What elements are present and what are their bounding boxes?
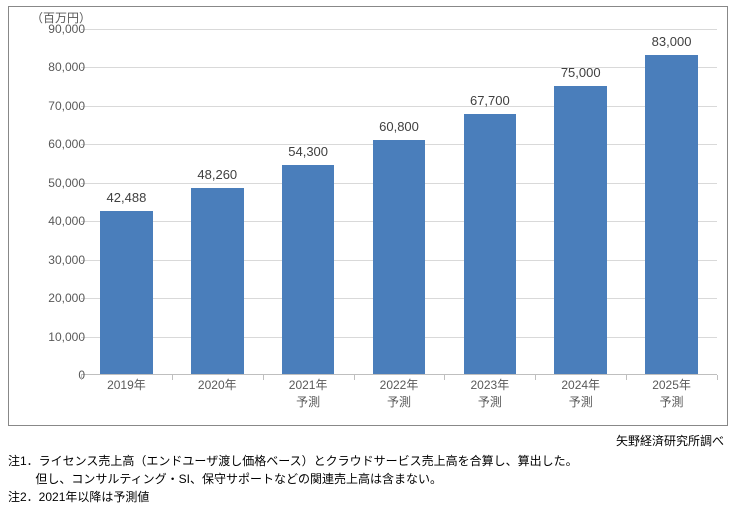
y-tick-label: 10,000	[35, 330, 85, 344]
y-tick-label: 80,000	[35, 60, 85, 74]
bar	[554, 86, 607, 374]
bar-value-label: 67,700	[470, 93, 510, 108]
x-tick-label: 2025年予測	[652, 377, 691, 411]
gridline	[81, 29, 717, 30]
x-tick-label: 2021年予測	[289, 377, 328, 411]
x-tick-mark	[626, 375, 627, 380]
bar-value-label: 75,000	[561, 65, 601, 80]
x-tick-mark	[535, 375, 536, 380]
y-tick-label: 50,000	[35, 176, 85, 190]
plot-area: 42,488 48,260 54,300 60,800 67,700 75,000 83,0…	[81, 29, 717, 375]
bar-value-label: 60,800	[379, 119, 419, 134]
x-tick-label: 2024年予測	[561, 377, 600, 411]
bar-value-label: 54,300	[288, 144, 328, 159]
x-tick-mark	[444, 375, 445, 380]
footnote-2: 注2．2021年以降は予測値	[8, 488, 149, 506]
y-tick-label: 70,000	[35, 99, 85, 113]
y-tick-label: 20,000	[35, 291, 85, 305]
x-tick-mark	[354, 375, 355, 380]
bar	[191, 188, 244, 374]
bar	[282, 165, 335, 374]
chart-container: （百万円） 42,48848,26054,30060,80067,70075,0…	[8, 6, 728, 426]
x-tick-label: 2023年予測	[470, 377, 509, 411]
bar-value-label: 83,000	[652, 34, 692, 49]
bar	[100, 211, 153, 374]
x-tick-label: 2020年	[198, 377, 237, 394]
x-tick-label: 2019年	[107, 377, 146, 394]
footnote-1: 注1．ライセンス売上高（エンドユーザ渡し価格ベース）とクラウドサービス売上高を合…	[8, 452, 578, 470]
bar-value-label: 42,488	[107, 190, 147, 205]
y-tick-label: 90,000	[35, 22, 85, 36]
x-tick-label: 2022年予測	[380, 377, 419, 411]
source-attribution: 矢野経済研究所調べ	[616, 432, 724, 449]
x-tick-mark	[81, 375, 82, 380]
gridline	[81, 67, 717, 68]
y-tick-label: 30,000	[35, 253, 85, 267]
y-tick-label: 0	[35, 368, 85, 382]
footnote-1b: 但し、コンサルティング・SI、保守サポートなどの関連売上高は含まない。	[8, 470, 442, 488]
y-tick-label: 60,000	[35, 137, 85, 151]
bar-value-label: 48,260	[197, 167, 237, 182]
bar	[373, 140, 426, 374]
gridline	[81, 106, 717, 107]
x-tick-mark	[263, 375, 264, 380]
y-tick-label: 40,000	[35, 214, 85, 228]
bar	[464, 114, 517, 374]
x-tick-mark	[717, 375, 718, 380]
bar	[645, 55, 698, 374]
x-tick-mark	[172, 375, 173, 380]
